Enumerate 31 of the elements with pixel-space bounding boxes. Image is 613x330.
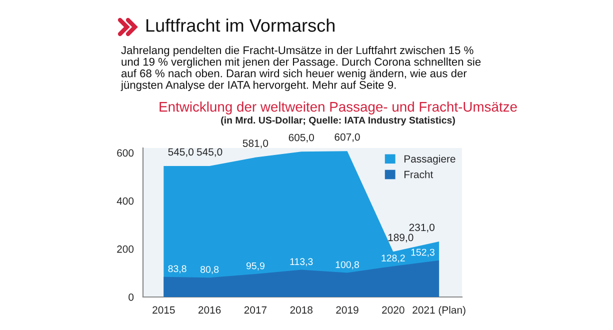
y-tick-label: 400 [116,197,134,205]
data-label: 128,2 [382,254,405,263]
data-label: 607,0 [334,133,360,142]
data-label: 83,8 [168,265,186,274]
data-label: 231,0 [409,224,434,232]
chart-subtitle: (in Mrd. US-Dollar; Quelle: IATA Industry Statistics) [221,116,455,126]
data-label: 189,0 [388,234,414,242]
x-tick-label: 2019 [336,306,358,314]
x-tick-label: 2021 (Plan) [412,306,466,316]
y-tick-label: 200 [117,245,134,253]
text: Luftfracht im Vormarsch [146,18,334,32]
data-label: 100,8 [336,261,359,270]
legend-label: Fracht [404,170,434,178]
data-label: 80,8 [200,266,219,274]
data-label: 545,0 [168,148,194,157]
y-tick-label: 600 [117,149,134,157]
data-label: 545,0 [196,148,222,157]
chart-title: Entwicklung der weltweiten Passage- und Fracht-Umsätze [160,102,517,114]
x-tick-label: 2018 [290,306,312,314]
data-label: 605,0 [288,134,314,142]
data-label: 113,3 [290,258,313,266]
text: Jahrelang pendelten die Fracht-Umsätze in der Luftfahrt zwischen 15 % und 19 % verglichen mit jenen der Passage. Durch Corona schnellten sie auf 68 % nach oben. Daran wird sich heuer wenig ändern, wie aus der jüngsten Analyse der IATA hervorgeht. Mehr auf Seite 9. [120,46,481,92]
data-label: 581,0 [242,140,268,148]
legend-label: Passagiere [404,154,456,165]
x-tick-label: 2015 [152,306,175,314]
data-label: 95,9 [246,262,264,270]
x-tick-label: 2017 [244,306,267,314]
x-tick-label: 2020 [382,306,404,314]
data-label: 152,3 [411,248,434,257]
y-tick-label: 0 [128,294,134,301]
x-tick-label: 2016 [198,306,221,314]
